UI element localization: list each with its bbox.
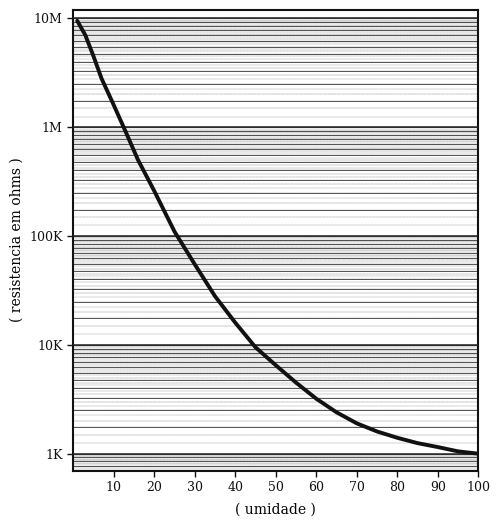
X-axis label: ( umidade ): ( umidade ) [236,502,316,517]
Y-axis label: ( resistencia em ohms ): ( resistencia em ohms ) [10,158,24,322]
